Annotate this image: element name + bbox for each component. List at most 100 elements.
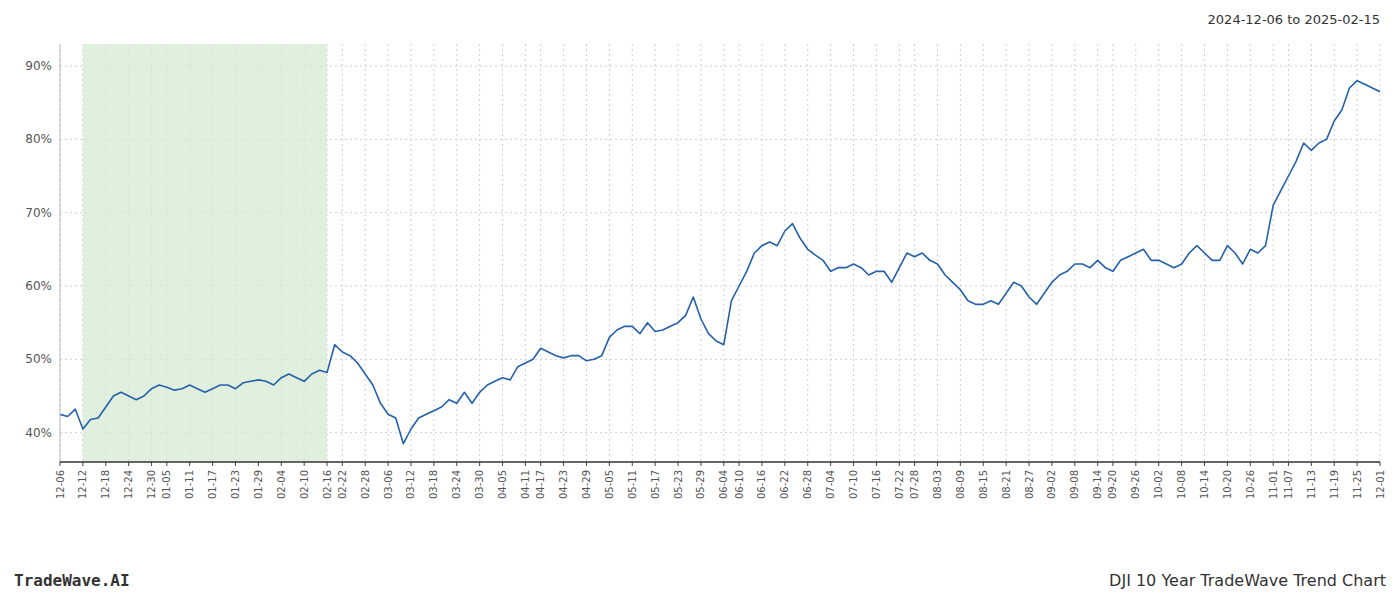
x-grid-line [540,44,541,462]
x-tick-label: 12-18 [100,470,111,499]
y-axis-line [60,44,61,462]
x-grid-line [365,44,366,462]
y-tick-label: 40% [25,426,52,440]
plot-area [60,44,1380,462]
x-grid-line [342,44,343,462]
x-grid-line [1227,44,1228,462]
x-tick-label: 10-14 [1199,470,1210,499]
x-tick-label: 07-10 [848,470,859,499]
x-tick-label: 01-11 [184,470,195,499]
x-grid-line [830,44,831,462]
x-grid-line [632,44,633,462]
x-tick-label: 11-01 [1268,470,1279,499]
x-tick-label: 01-29 [253,470,264,499]
x-tick-label: 12-24 [123,470,134,499]
x-tick-label: 08-03 [932,470,943,499]
x-tick-label: 03-06 [383,470,394,499]
x-grid-line [433,44,434,462]
x-grid-line [479,44,480,462]
x-tick-label: 03-18 [428,470,439,499]
x-grid-line [678,44,679,462]
x-grid-line [388,44,389,462]
x-tick-label: 10-08 [1176,470,1187,499]
title: DJI 10 Year TradeWave Trend Chart [1109,571,1386,590]
x-grid-line [1158,44,1159,462]
y-tick-label: 70% [25,206,52,220]
x-tick-label: 10-02 [1153,470,1164,499]
x-grid-line [1051,44,1052,462]
x-tick-label: 09-02 [1046,470,1057,499]
x-tick-label: 02-16 [322,470,333,499]
x-grid-line [586,44,587,462]
x-tick-label: 01-23 [230,470,241,499]
y-tick-label: 90% [25,59,52,73]
x-grid-line [899,44,900,462]
x-grid-line [1380,44,1381,462]
highlight-band [83,44,327,462]
x-grid-line [960,44,961,462]
x-tick-label: 07-04 [825,470,836,499]
x-tick-label: 02-28 [360,470,371,499]
x-tick-label: 10-20 [1222,470,1233,499]
x-grid-line [502,44,503,462]
x-tick-label: 03-30 [474,470,485,499]
x-tick-label: 09-26 [1130,470,1141,499]
x-grid-line [983,44,984,462]
x-tick-label: 04-29 [581,470,592,499]
x-tick-label: 05-05 [604,470,615,499]
x-tick-label: 02-10 [299,470,310,499]
trend-line [60,81,1380,444]
x-tick-label: 08-15 [978,470,989,499]
x-tick-label: 12-30 [146,470,157,499]
x-grid-line [1112,44,1113,462]
grid [60,44,1380,462]
x-tick-label: 11-07 [1283,470,1294,499]
x-grid-line [700,44,701,462]
chart-container: 40%50%60%70%80%90%12-0612-1212-1812-2412… [0,0,1400,600]
x-tick-label: 09-14 [1092,470,1103,499]
x-grid-line [807,44,808,462]
x-tick-label: 06-10 [734,470,745,499]
x-grid-line [1250,44,1251,462]
x-tick-label: 05-23 [673,470,684,499]
x-grid-line [1006,44,1007,462]
x-tick-label: 06-16 [756,470,767,499]
x-tick-label: 12-12 [77,470,88,499]
x-tick-label: 03-12 [405,470,416,499]
x-grid-line [60,44,61,462]
chart-svg: 40%50%60%70%80%90%12-0612-1212-1812-2412… [0,0,1400,600]
x-tick-label: 11-19 [1329,470,1340,499]
x-grid-line [1288,44,1289,462]
x-tick-label: 05-17 [650,470,661,499]
x-tick-label: 09-08 [1069,470,1080,499]
x-grid-line [937,44,938,462]
x-tick-label: 01-17 [207,470,218,499]
x-tick-label: 02-22 [337,470,348,499]
y-tick-label: 50% [25,352,52,366]
x-tick-label: 06-22 [779,470,790,499]
x-tick-label: 06-28 [802,470,813,499]
x-tick-label: 04-17 [535,470,546,499]
x-grid-line [876,44,877,462]
x-tick-label: 05-11 [627,470,638,499]
x-grid-line [1311,44,1312,462]
subtitle: 2024-12-06 to 2025-02-15 [1208,12,1380,27]
x-grid-line [655,44,656,462]
x-grid-line [1029,44,1030,462]
x-tick-label: 10-26 [1245,470,1256,499]
x-tick-label: 08-09 [955,470,966,499]
x-tick-label: 01-05 [161,470,172,499]
x-grid-line [1074,44,1075,462]
x-tick-label: 04-11 [520,470,531,499]
x-grid-line [1273,44,1274,462]
x-grid-line [525,44,526,462]
y-tick-label: 80% [25,132,52,146]
x-grid-line [914,44,915,462]
x-tick-label: 06-04 [718,470,729,499]
x-tick-label: 12-06 [55,470,66,499]
x-grid-line [609,44,610,462]
x-grid-line [739,44,740,462]
x-tick-label: 08-27 [1024,470,1035,499]
x-tick-label: 07-28 [909,470,920,499]
x-tick-label: 03-24 [451,470,462,499]
